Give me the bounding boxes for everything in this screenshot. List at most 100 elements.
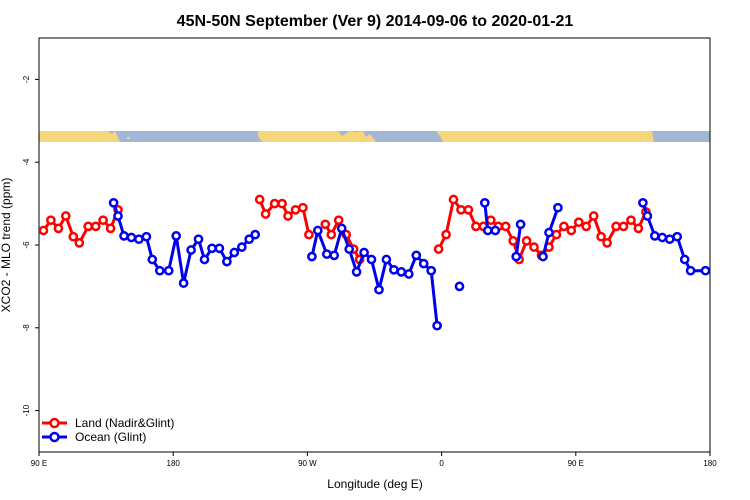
series-ocean-point xyxy=(657,232,668,243)
series-land-point xyxy=(68,231,79,242)
series-land-point xyxy=(566,225,577,236)
series-land-point xyxy=(626,215,636,226)
series-ocean-line xyxy=(310,226,439,326)
series-land-point xyxy=(326,229,337,240)
series-land-point xyxy=(456,204,466,215)
series-ocean-point xyxy=(244,234,255,245)
series-ocean-point xyxy=(664,234,675,245)
series-ocean-point xyxy=(418,258,429,269)
series-land-point xyxy=(304,229,314,240)
x-tick-label: 90 E xyxy=(568,459,584,468)
series-ocean-point xyxy=(126,232,137,243)
series-land-point xyxy=(448,194,459,205)
series-land-point xyxy=(105,223,116,234)
series-ocean-point xyxy=(312,225,323,236)
series-ocean-point xyxy=(250,229,261,240)
series-ocean-point xyxy=(642,211,653,221)
series-land-point xyxy=(596,231,606,242)
series-ocean-point xyxy=(351,267,362,277)
series-land-point xyxy=(53,223,64,234)
series-ocean-point xyxy=(515,219,526,230)
series-ocean-point xyxy=(479,197,490,208)
series-land-point xyxy=(290,204,301,215)
series-ocean-point xyxy=(403,269,414,279)
series-ocean-point xyxy=(553,202,563,213)
legend-land-marker xyxy=(49,417,60,429)
series-ocean-point xyxy=(147,254,158,265)
world-map-strip xyxy=(39,131,710,142)
series-ocean-line xyxy=(514,224,523,257)
series-ocean-point xyxy=(679,254,690,265)
series-land-point xyxy=(602,238,612,248)
map-land-band xyxy=(39,131,654,142)
series-ocean-point xyxy=(638,197,648,208)
series-ocean-point xyxy=(222,256,232,267)
series-ocean-point xyxy=(685,265,696,276)
series-ocean-point xyxy=(307,251,317,262)
x-tick-label: 90 W xyxy=(298,459,317,468)
y-axis: -2 -4 -6 -8 -10 xyxy=(22,75,39,416)
series-land-point xyxy=(508,236,519,246)
series-land-point xyxy=(90,221,101,232)
series-land-point xyxy=(559,221,569,232)
series-land-point xyxy=(573,217,584,228)
series-land-point xyxy=(588,211,599,221)
series-ocean-point xyxy=(236,242,247,252)
series-ocean-point xyxy=(119,231,129,241)
series-land-point xyxy=(618,221,629,232)
series-ocean-point xyxy=(396,267,407,277)
y-tick-label: -4 xyxy=(22,158,31,166)
series-ocean-point xyxy=(482,225,493,236)
series-ocean-point xyxy=(229,247,240,258)
legend-ocean-marker xyxy=(49,431,60,443)
series-land-point xyxy=(283,211,293,221)
series-land-point xyxy=(260,209,271,219)
series-ocean-point xyxy=(454,281,465,292)
series-land-point xyxy=(471,221,481,232)
y-tick-label: -6 xyxy=(22,241,31,249)
series-ocean-point xyxy=(490,225,501,236)
series-land-point xyxy=(320,219,331,230)
series-land-point xyxy=(254,194,265,205)
x-tick-label: 180 xyxy=(703,459,717,468)
series-land-point xyxy=(611,221,621,232)
legend-ocean-label: Ocean (Glint) xyxy=(75,430,146,444)
series-land-point xyxy=(463,204,474,215)
series-ocean-point xyxy=(381,254,392,265)
series-ocean-point xyxy=(171,231,182,241)
series-ocean-point xyxy=(178,278,189,288)
y-tick-label: -8 xyxy=(22,324,31,332)
series-ocean xyxy=(108,197,710,331)
series-ocean-point xyxy=(214,243,225,254)
series-ocean-point xyxy=(538,251,548,262)
legend: Land (Nadir&Glint) Ocean (Glint) xyxy=(42,416,174,444)
series-land-point xyxy=(551,229,562,240)
series-ocean-point xyxy=(426,265,437,276)
series-ocean-point xyxy=(374,284,384,295)
series-ocean-point xyxy=(544,227,554,238)
x-tick-label: 180 xyxy=(167,459,181,468)
series-land-point xyxy=(98,215,108,226)
series-ocean-point xyxy=(672,231,683,242)
series-land-point xyxy=(529,242,539,252)
series-land-point xyxy=(39,225,49,236)
series-land-point xyxy=(269,198,280,209)
series-land-point xyxy=(298,202,308,213)
series-ocean-point xyxy=(389,264,399,275)
x-axis: 90 E 180 90 W 0 90 E 180 xyxy=(31,452,717,468)
chart-title: 45N-50N September (Ver 9) 2014-09-06 to … xyxy=(177,13,574,30)
series-ocean-line xyxy=(112,202,257,285)
series-land-point xyxy=(633,223,644,234)
series-ocean-point xyxy=(199,254,210,265)
series-ocean-point xyxy=(366,254,377,265)
series-ocean-point xyxy=(186,245,196,255)
series-ocean-point xyxy=(432,320,442,331)
series-ocean-point xyxy=(359,247,369,258)
map-ocean-band xyxy=(39,131,710,142)
series-ocean-point xyxy=(141,231,152,242)
series-ocean-point xyxy=(321,249,332,259)
series-ocean-point xyxy=(207,243,217,254)
series-ocean-point xyxy=(329,250,340,261)
series-ocean-point xyxy=(649,231,660,241)
